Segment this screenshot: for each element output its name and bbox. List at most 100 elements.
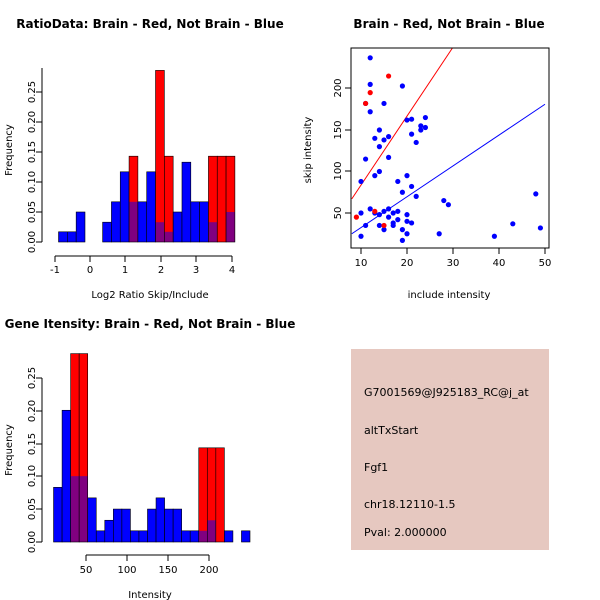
ratio-bars <box>58 70 236 243</box>
scatter-x-tick: 10 <box>355 258 368 269</box>
histogram-bar <box>76 212 85 242</box>
scatter-x-ticks: 10 20 30 40 50 <box>355 248 552 269</box>
ratio-y-tick: 0.10 <box>27 171 38 193</box>
histogram-bar <box>111 201 121 242</box>
scatter-point <box>510 221 516 227</box>
histogram-bar <box>164 156 174 242</box>
intensity-histogram: Gene Itensity: Brain - Red, Not Brain - … <box>4 317 295 600</box>
info-panel: G7001569@J925183_RC@j_at altTxStart Fgf1… <box>351 349 549 550</box>
scatter-point <box>376 222 382 229</box>
histogram-bar <box>137 201 147 242</box>
histogram-bar <box>190 201 200 242</box>
ratio-x-tick: -1 <box>50 265 60 276</box>
scatter-point <box>367 206 373 212</box>
scatter-point <box>386 154 392 160</box>
scatter-point <box>376 127 382 133</box>
histogram-bar <box>138 530 148 542</box>
scatter-point <box>376 212 382 218</box>
overlap-bar <box>164 231 174 242</box>
scatter-point <box>363 222 369 229</box>
probe-id: G7001569@J925183_RC@j_at <box>364 386 529 399</box>
scatter-point <box>491 233 497 239</box>
scatter-point <box>358 210 364 216</box>
info-background <box>351 349 549 550</box>
scatter-frame <box>350 47 550 249</box>
histogram-bar <box>155 70 165 243</box>
bar-outline <box>224 530 234 543</box>
intensity-y-tick: 0.20 <box>27 400 38 422</box>
histogram-bar <box>164 509 174 542</box>
scatter-point <box>381 227 387 233</box>
histogram-bar <box>198 447 208 542</box>
scatter-x-label: include intensity <box>408 290 491 301</box>
intensity-y-tick: 0.25 <box>27 367 38 389</box>
scatter-point <box>372 135 378 141</box>
scatter-title: Brain - Red, Not Brain - Blue <box>353 17 544 31</box>
bar-outline <box>241 530 251 543</box>
event-type: altTxStart <box>364 424 419 437</box>
bar-outline <box>78 353 89 543</box>
gene-name: Fgf1 <box>364 461 388 474</box>
intensity-x-tick: 50 <box>80 565 93 576</box>
ratio-histogram: RatioData: Brain - Red, Not Brain - Blue… <box>4 17 284 301</box>
ratio-y-tick: 0.20 <box>27 111 38 133</box>
histogram-bar <box>96 530 105 542</box>
histogram-bar <box>208 156 218 242</box>
scatter-point <box>367 109 373 115</box>
scatter-y-label: skip intensity <box>303 117 314 184</box>
histogram-bar <box>87 497 97 542</box>
scatter-point <box>422 124 428 131</box>
histogram-bar <box>207 447 216 542</box>
histogram-bar <box>190 530 199 542</box>
intensity-y-tick: 0.05 <box>27 498 38 520</box>
histogram-bar <box>173 212 182 242</box>
scatter-y-ticks: 50 100 150 200 <box>333 78 351 219</box>
ratio-y-tick: 0.25 <box>27 81 38 103</box>
histogram-bar <box>146 171 156 242</box>
ratio-y-tick: 0.05 <box>27 201 38 223</box>
scatter-point <box>409 116 415 122</box>
intensity-bars <box>53 353 251 543</box>
ratio-x-tick: 4 <box>229 265 235 276</box>
scatter-point <box>409 183 415 190</box>
ratio-y-label: Frequency <box>4 124 15 176</box>
scatter-point <box>404 231 410 237</box>
histogram-bar <box>129 156 138 242</box>
scatter-point <box>376 144 382 150</box>
histogram-bar <box>199 201 209 242</box>
overlap-bar <box>198 530 208 542</box>
histogram-bar <box>104 520 114 542</box>
bar-outline <box>164 155 174 243</box>
histogram-bar <box>67 231 77 242</box>
bar-outline <box>128 155 139 243</box>
scatter-point <box>399 227 405 233</box>
ratio-x-ticks: -1 0 1 2 3 4 <box>50 256 235 276</box>
scatter-point <box>404 173 410 179</box>
intensity-x-label: Intensity <box>128 590 172 600</box>
overlap-bar <box>226 212 235 242</box>
histogram-bar <box>215 447 225 542</box>
intensity-x-tick: 100 <box>117 565 136 576</box>
scatter-y-tick: 200 <box>333 78 344 97</box>
scatter-point <box>367 90 373 96</box>
histogram-bar <box>53 487 63 542</box>
intensity-y-ticks: 0.00 0.05 0.10 0.15 0.20 0.25 <box>27 367 42 553</box>
scatter-point <box>367 81 373 87</box>
scatter-point <box>395 178 401 185</box>
scatter-points <box>351 47 546 243</box>
scatter-point <box>390 210 396 216</box>
scatter-point <box>445 202 451 208</box>
scatter-x-tick: 50 <box>539 258 552 269</box>
genomic-location: chr18.12110-1.5 <box>364 498 456 511</box>
intensity-y-label: Frequency <box>4 424 15 476</box>
scatter-point <box>404 117 410 123</box>
histogram-bar <box>241 530 250 542</box>
scatter-point <box>399 237 405 243</box>
scatter-point <box>409 220 415 226</box>
scatter-point <box>372 208 378 214</box>
overlap-bar <box>70 476 80 542</box>
scatter-point <box>399 189 405 195</box>
scatter-point <box>363 100 369 107</box>
scatter-point <box>358 178 364 185</box>
scatter-point <box>386 206 392 212</box>
